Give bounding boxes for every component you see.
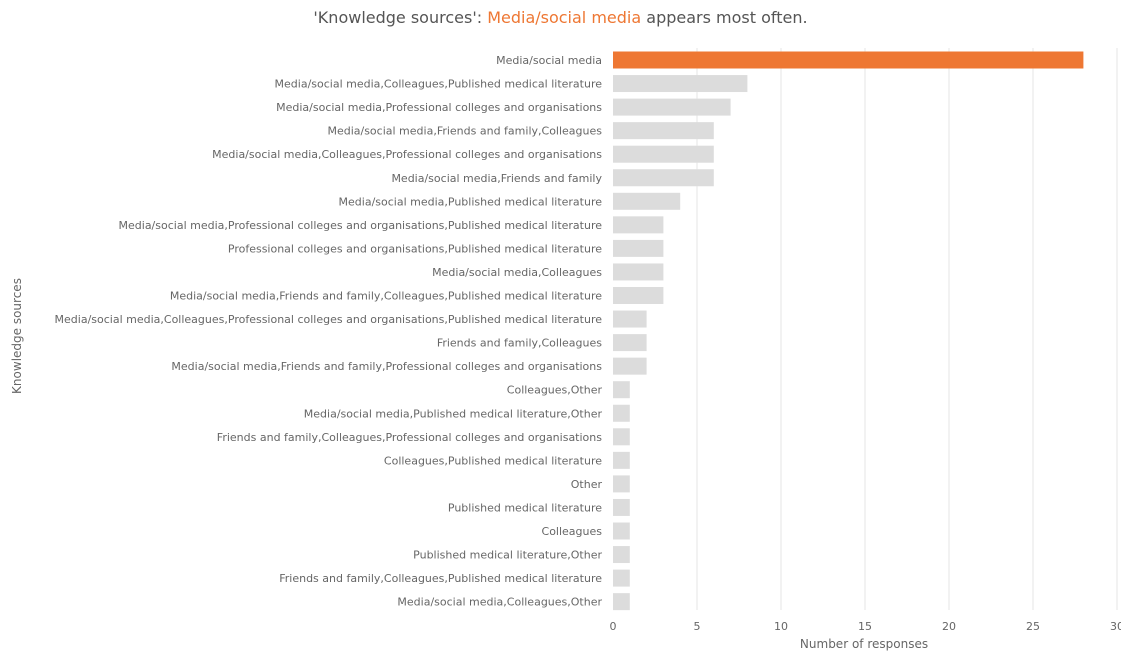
category-label: Media/social media,Friends and family,Co…	[170, 290, 602, 303]
bar[interactable]	[613, 75, 748, 93]
category-label: Friends and family,Colleagues,Published …	[279, 572, 602, 585]
category-label: Media/social media,Colleagues,Profession…	[212, 148, 602, 161]
chart-title-suffix: appears most often.	[641, 8, 808, 27]
chart-title: 'Knowledge sources': Media/social media …	[0, 8, 1121, 27]
category-label: Media/social media,Colleagues,Published …	[275, 78, 603, 91]
x-tick-label: 30	[1110, 620, 1121, 633]
x-tick-label: 10	[774, 620, 788, 633]
category-label: Media/social media,Friends and family,Co…	[327, 125, 602, 138]
bar[interactable]	[613, 51, 1084, 69]
bar[interactable]	[613, 169, 714, 187]
category-label: Media/social media,Professional colleges…	[119, 219, 603, 232]
bar[interactable]	[613, 216, 664, 234]
x-tick-label: 20	[942, 620, 956, 633]
bar[interactable]	[613, 263, 664, 281]
bar[interactable]	[613, 428, 630, 446]
category-label: Colleagues	[542, 525, 603, 538]
bar[interactable]	[613, 98, 731, 116]
category-label: Friends and family,Colleagues	[437, 337, 602, 350]
category-label: Colleagues,Other	[507, 384, 603, 397]
grid-layer	[696, 48, 1118, 610]
category-label: Media/social media,Colleagues,Profession…	[55, 313, 603, 326]
category-label: Friends and family,Colleagues,Profession…	[217, 431, 602, 444]
bar-layer	[613, 51, 1084, 611]
bar[interactable]	[613, 239, 664, 257]
chart-title-prefix: 'Knowledge sources':	[313, 8, 488, 27]
category-label: Colleagues,Published medical literature	[384, 454, 602, 467]
x-tick-label: 25	[1026, 620, 1040, 633]
bar[interactable]	[613, 310, 647, 328]
category-label: Media/social media,Colleagues,Other	[397, 596, 602, 609]
x-tick-label: 5	[694, 620, 701, 633]
bar[interactable]	[613, 522, 630, 540]
category-labels: Media/social media Media/social media,Col…	[55, 54, 603, 609]
x-tick-label: 0	[610, 620, 617, 633]
bar[interactable]	[613, 475, 630, 493]
bar[interactable]	[613, 451, 630, 469]
category-label: Other	[571, 478, 603, 491]
bar[interactable]	[613, 593, 630, 611]
category-label: Published medical literature	[448, 501, 602, 514]
category-label: Media/social media,Professional colleges…	[276, 101, 602, 114]
bar[interactable]	[613, 287, 664, 304]
category-label: Media/social media,Colleagues	[432, 266, 602, 279]
category-label: Media/social media	[496, 54, 602, 67]
bar[interactable]	[613, 122, 714, 140]
bar[interactable]	[613, 192, 681, 210]
category-label: Media/social media,Friends and family	[391, 172, 602, 185]
category-label: Media/social media,Friends and family,Pr…	[171, 360, 602, 373]
x-axis-title: Number of responses	[800, 637, 928, 651]
y-axis-title: Knowledge sources	[10, 278, 24, 394]
bar[interactable]	[613, 381, 630, 399]
bar[interactable]	[613, 498, 630, 516]
x-tick-label: 15	[858, 620, 872, 633]
category-label: Professional colleges and organisations,…	[228, 242, 602, 255]
x-axis-ticks: 0 5 10 15 20 25 30	[610, 620, 1121, 633]
category-label: Media/social media,Published medical lit…	[339, 195, 603, 208]
bar[interactable]	[613, 145, 714, 163]
category-label: Published medical literature,Other	[413, 549, 602, 562]
bar[interactable]	[613, 404, 630, 422]
bar[interactable]	[613, 334, 647, 352]
bar[interactable]	[613, 569, 630, 587]
bar[interactable]	[613, 546, 630, 564]
category-label: Media/social media,Published medical lit…	[304, 407, 603, 420]
bar[interactable]	[613, 357, 647, 375]
chart-title-highlight: Media/social media	[487, 8, 642, 27]
